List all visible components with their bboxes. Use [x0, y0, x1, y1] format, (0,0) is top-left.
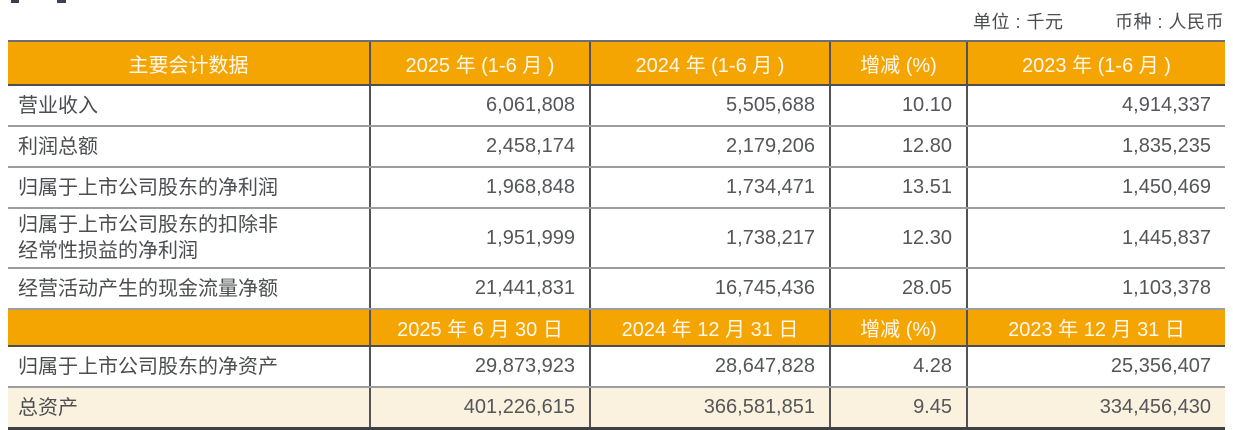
value-change: 10.10: [829, 85, 967, 127]
header-cell-empty: [8, 309, 370, 347]
cropped-text-fragment: [57, 0, 66, 3]
value-2024: 1,734,471: [589, 167, 830, 209]
value-2024: 16,745,436: [589, 268, 830, 310]
value-change: 12.30: [829, 208, 967, 269]
row-label: 营业收入: [8, 85, 370, 127]
value-2025: 1,968,848: [369, 167, 590, 209]
value-2023: 1,445,837: [966, 208, 1225, 269]
report-page: 单位 : 千元 币种 : 人民币 主要会计数据 2025 年 (1-6 月 ) …: [8, 0, 1225, 430]
header-cell-2025-06-30: 2025 年 6 月 30 日: [369, 309, 590, 347]
value-2024: 28,647,828: [589, 346, 830, 388]
row-label: 利润总额: [8, 126, 370, 168]
value-change: 28.05: [829, 268, 967, 310]
value-2023: 1,450,469: [966, 167, 1225, 209]
value-change: 9.45: [829, 387, 967, 430]
value-2023: 4,914,337: [966, 85, 1225, 127]
table-row-operating-cash-flow: 经营活动产生的现金流量净额 21,441,831 16,745,436 28.0…: [8, 268, 1225, 310]
row-label: 归属于上市公司股东的净利润: [8, 167, 370, 209]
header-cell-2024-period: 2024 年 (1-6 月 ): [589, 40, 830, 86]
header-cell-change-pct: 增减 (%): [829, 309, 967, 347]
row-label: 归属于上市公司股东的净资产: [8, 346, 370, 388]
value-2025: 1,951,999: [369, 208, 590, 269]
value-2024: 5,505,688: [589, 85, 830, 127]
header-cell-2025-period: 2025 年 (1-6 月 ): [369, 40, 590, 86]
balance-date-header-row: 2025 年 6 月 30 日 2024 年 12 月 31 日 增减 (%) …: [8, 309, 1225, 347]
table-row-revenue: 营业收入 6,061,808 5,505,688 10.10 4,914,337: [8, 85, 1225, 127]
header-cell-2023-12-31: 2023 年 12 月 31 日: [966, 309, 1225, 347]
value-2025: 6,061,808: [369, 85, 590, 127]
value-2024: 1,738,217: [589, 208, 830, 269]
value-2023: 1,103,378: [966, 268, 1225, 310]
unit-currency-line: 单位 : 千元 币种 : 人民币: [973, 8, 1224, 34]
value-2025: 21,441,831: [369, 268, 590, 310]
key-accounting-data-table: 主要会计数据 2025 年 (1-6 月 ) 2024 年 (1-6 月 ) 增…: [8, 40, 1225, 430]
row-label: 经营活动产生的现金流量净额: [8, 268, 370, 310]
header-cell-metric: 主要会计数据: [8, 40, 370, 86]
value-2025: 2,458,174: [369, 126, 590, 168]
value-2023: 334,456,430: [966, 387, 1225, 430]
header-cell-2023-period: 2023 年 (1-6 月 ): [966, 40, 1225, 86]
value-2024: 2,179,206: [589, 126, 830, 168]
table-row-net-profit: 归属于上市公司股东的净利润 1,968,848 1,734,471 13.51 …: [8, 167, 1225, 209]
value-2024: 366,581,851: [589, 387, 830, 430]
value-2023: 25,356,407: [966, 346, 1225, 388]
value-2025: 29,873,923: [369, 346, 590, 388]
header-cell-2024-12-31: 2024 年 12 月 31 日: [589, 309, 830, 347]
value-2023: 1,835,235: [966, 126, 1225, 168]
value-change: 12.80: [829, 126, 967, 168]
value-2025: 401,226,615: [369, 387, 590, 430]
unit-label: 单位 : 千元: [972, 12, 1064, 32]
value-change: 4.28: [829, 346, 967, 388]
period-header-row: 主要会计数据 2025 年 (1-6 月 ) 2024 年 (1-6 月 ) 增…: [8, 40, 1225, 86]
table-row-net-assets: 归属于上市公司股东的净资产 29,873,923 28,647,828 4.28…: [8, 346, 1225, 388]
row-label: 总资产: [8, 387, 370, 430]
table-row-total-profit: 利润总额 2,458,174 2,179,206 12.80 1,835,235: [8, 126, 1225, 168]
currency-label: 币种 : 人民币: [1114, 12, 1224, 32]
table-row-net-profit-excl-nonrecurring: 归属于上市公司股东的扣除非 经常性损益的净利润 1,951,999 1,738,…: [8, 208, 1225, 269]
cropped-text-fragment: [11, 0, 19, 3]
table-row-total-assets: 总资产 401,226,615 366,581,851 9.45 334,456…: [8, 387, 1225, 430]
value-change: 13.51: [829, 167, 967, 209]
header-cell-change-pct: 增减 (%): [829, 40, 967, 86]
row-label: 归属于上市公司股东的扣除非 经常性损益的净利润: [8, 208, 370, 269]
